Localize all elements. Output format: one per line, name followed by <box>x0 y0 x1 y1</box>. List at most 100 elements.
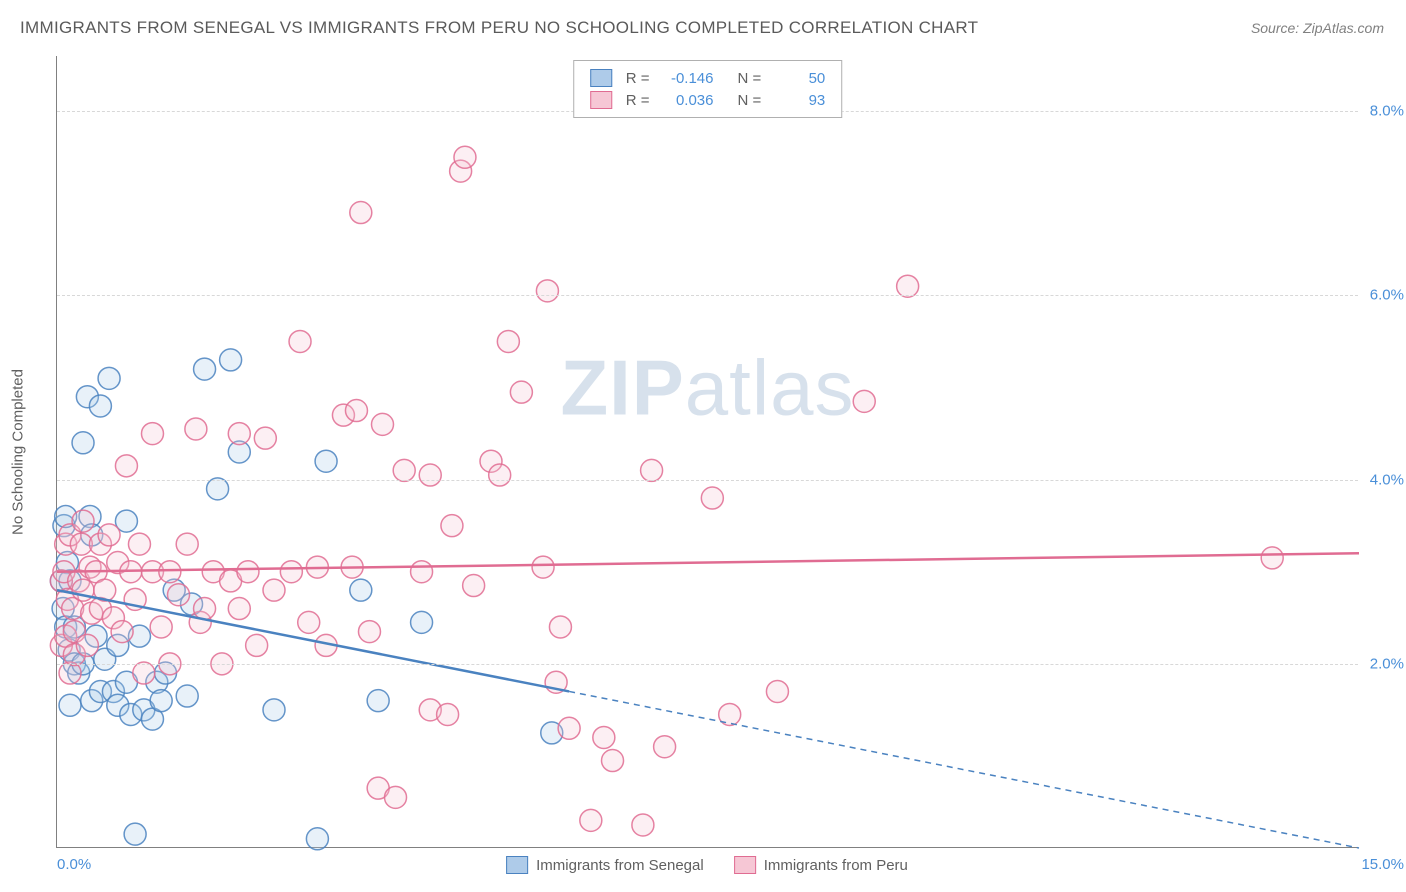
legend-swatch <box>734 856 756 874</box>
legend-r-label: R = <box>626 92 650 109</box>
plot-area: ZIPatlas R =-0.146N =50R =0.036N =93 2.0… <box>56 56 1358 848</box>
legend-n-value: 50 <box>771 70 825 87</box>
data-point <box>437 703 459 725</box>
data-point <box>289 330 311 352</box>
data-point <box>176 533 198 555</box>
data-point <box>111 621 133 643</box>
data-point <box>632 814 654 836</box>
data-point <box>766 680 788 702</box>
data-point <box>89 395 111 417</box>
data-point <box>853 390 875 412</box>
data-point <box>532 556 554 578</box>
legend-item: Immigrants from Peru <box>734 856 908 874</box>
data-point <box>580 809 602 831</box>
correlation-legend: R =-0.146N =50R =0.036N =93 <box>573 60 843 118</box>
legend-n-value: 93 <box>771 92 825 109</box>
data-point <box>602 750 624 772</box>
data-point <box>593 726 615 748</box>
legend-label: Immigrants from Peru <box>764 857 908 874</box>
data-point <box>558 717 580 739</box>
data-point <box>463 575 485 597</box>
data-point <box>128 533 150 555</box>
chart-title: IMMIGRANTS FROM SENEGAL VS IMMIGRANTS FR… <box>20 18 978 38</box>
data-point <box>306 828 328 850</box>
y-tick-label: 4.0% <box>1370 471 1404 488</box>
data-point <box>411 611 433 633</box>
x-tick-label: 15.0% <box>1361 856 1404 873</box>
legend-n-label: N = <box>738 92 762 109</box>
grid-line <box>57 295 1358 296</box>
data-point <box>489 464 511 486</box>
data-point <box>72 432 94 454</box>
legend-row: R =0.036N =93 <box>590 89 826 111</box>
data-point <box>176 685 198 707</box>
source-attribution: Source: ZipAtlas.com <box>1251 20 1384 36</box>
data-point <box>228 598 250 620</box>
data-point <box>237 561 259 583</box>
data-point <box>497 330 519 352</box>
data-point <box>298 611 320 633</box>
data-point <box>98 524 120 546</box>
data-point <box>280 561 302 583</box>
data-point <box>441 515 463 537</box>
data-point <box>536 280 558 302</box>
chart-container: No Schooling Completed ZIPatlas R =-0.14… <box>56 56 1358 848</box>
data-point <box>263 579 285 601</box>
data-point <box>133 662 155 684</box>
trend-line-extension <box>569 691 1359 848</box>
data-point <box>220 349 242 371</box>
data-point <box>98 367 120 389</box>
data-point <box>150 690 172 712</box>
legend-swatch <box>590 69 612 87</box>
data-point <box>168 584 190 606</box>
data-point <box>454 146 476 168</box>
data-point <box>141 423 163 445</box>
y-tick-label: 2.0% <box>1370 655 1404 672</box>
data-point <box>358 621 380 643</box>
y-axis-title: No Schooling Completed <box>10 369 27 535</box>
legend-swatch <box>506 856 528 874</box>
data-point <box>350 202 372 224</box>
data-point <box>549 616 571 638</box>
data-point <box>76 634 98 656</box>
legend-r-value: -0.146 <box>660 70 714 87</box>
series-legend: Immigrants from Senegal Immigrants from P… <box>506 856 908 874</box>
data-point <box>411 561 433 583</box>
legend-n-label: N = <box>738 70 762 87</box>
data-point <box>350 579 372 601</box>
data-point <box>701 487 723 509</box>
data-point <box>115 455 137 477</box>
data-point <box>228 423 250 445</box>
y-tick-label: 8.0% <box>1370 103 1404 120</box>
data-point <box>185 418 207 440</box>
data-point <box>897 275 919 297</box>
data-point <box>59 694 81 716</box>
data-point <box>254 427 276 449</box>
data-point <box>372 413 394 435</box>
plot-svg <box>57 56 1358 847</box>
data-point <box>124 823 146 845</box>
data-point <box>263 699 285 721</box>
data-point <box>385 786 407 808</box>
data-point <box>315 450 337 472</box>
data-point <box>367 690 389 712</box>
legend-r-label: R = <box>626 70 650 87</box>
data-point <box>72 510 94 532</box>
data-point <box>159 561 181 583</box>
legend-label: Immigrants from Senegal <box>536 857 704 874</box>
data-point <box>641 459 663 481</box>
data-point <box>1261 547 1283 569</box>
data-point <box>207 478 229 500</box>
data-point <box>150 616 172 638</box>
data-point <box>246 634 268 656</box>
legend-item: Immigrants from Senegal <box>506 856 704 874</box>
grid-line <box>57 664 1358 665</box>
legend-row: R = -0.146 N = 50 <box>590 67 826 89</box>
y-tick-label: 6.0% <box>1370 287 1404 304</box>
data-point <box>345 400 367 422</box>
data-point <box>393 459 415 481</box>
data-point <box>194 358 216 380</box>
x-tick-label: 0.0% <box>57 856 91 873</box>
data-point <box>654 736 676 758</box>
data-point <box>510 381 532 403</box>
